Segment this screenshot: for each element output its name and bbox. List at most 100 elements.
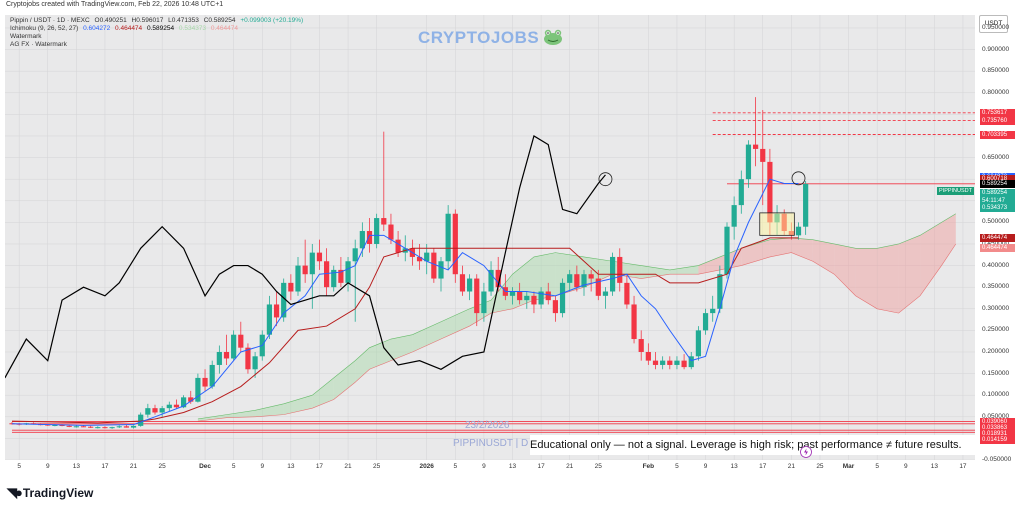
candle-body bbox=[266, 304, 272, 335]
candle-body bbox=[66, 425, 72, 427]
ichimoku-cloud-segment bbox=[877, 243, 899, 314]
candle-body bbox=[495, 269, 501, 288]
candle-body bbox=[652, 360, 659, 365]
watermark-legend-row[interactable]: Watermark bbox=[10, 33, 42, 40]
candle-body bbox=[467, 278, 473, 292]
tradingview-logo-text: TradingView bbox=[22, 486, 94, 500]
candle-body bbox=[223, 351, 230, 359]
agfx-legend-row[interactable]: AG FX · Watermark bbox=[10, 41, 67, 48]
time-axis-tick: 21 bbox=[787, 463, 795, 470]
time-axis-tick: 5 bbox=[231, 463, 236, 470]
currency-selector[interactable]: USDT bbox=[979, 15, 1008, 33]
candle-body bbox=[595, 278, 601, 296]
candle-body bbox=[331, 269, 337, 288]
price-chart[interactable] bbox=[5, 15, 975, 460]
time-axis-tick: 2026 bbox=[419, 463, 434, 470]
time-axis-tick: 17 bbox=[315, 463, 324, 470]
candle-body bbox=[173, 404, 180, 408]
ichimoku-cloud-segment bbox=[491, 274, 513, 314]
time-axis-tick: 17 bbox=[959, 463, 967, 470]
symbol-badge: PIPPINUSDT bbox=[937, 187, 975, 195]
candle-body bbox=[631, 304, 637, 340]
candle-body bbox=[388, 224, 394, 240]
time-axis-tick: 17 bbox=[537, 463, 545, 470]
symbol-line: Pippin / USDT · 1D · MEXC bbox=[10, 17, 90, 24]
ichimoku-cloud-segment bbox=[355, 347, 370, 383]
price-badge: 0.039060 bbox=[980, 417, 1015, 426]
candle-body bbox=[109, 427, 115, 429]
time-axis-tick: Mar bbox=[842, 463, 855, 470]
price-badge: 0.735760 bbox=[980, 116, 1015, 125]
ichimoku-label: Ichimoku (9, 26, 52, 27) bbox=[10, 25, 79, 32]
candle-body bbox=[88, 426, 94, 428]
candle-body bbox=[209, 364, 215, 387]
candle-body bbox=[588, 274, 594, 279]
price-axis-tick: 0.800000 bbox=[982, 88, 1010, 96]
candle-body bbox=[231, 334, 237, 359]
ichimoku-cloud-segment bbox=[791, 237, 813, 262]
time-axis-tick: 21 bbox=[566, 463, 574, 470]
candle-body bbox=[731, 205, 737, 227]
ichimoku-cloud-segment bbox=[898, 235, 921, 314]
ichimoku-cloud-segment bbox=[834, 243, 856, 296]
candle-body bbox=[674, 360, 680, 365]
price-axis-tick: 0.250000 bbox=[982, 326, 1010, 334]
candle-body bbox=[481, 291, 487, 314]
time-axis-tick: 13 bbox=[287, 463, 295, 470]
candle-body bbox=[245, 347, 251, 370]
ichimoku-cloud-segment bbox=[698, 256, 720, 275]
price-axis-tick: 0.350000 bbox=[982, 283, 1010, 291]
tradingview-logo[interactable]: ◥● TradingView bbox=[7, 485, 93, 501]
chart-legend: Pippin / USDT · 1D · MEXC O0.490251 H0.5… bbox=[10, 17, 303, 49]
candle-body bbox=[638, 339, 644, 352]
candle-body bbox=[617, 256, 623, 283]
time-axis-tick: 9 bbox=[260, 463, 265, 470]
candle-body bbox=[795, 226, 802, 236]
watermark-symbol: PIPPINUSDT | D bbox=[453, 438, 529, 449]
annotation-circle bbox=[598, 172, 613, 187]
ichimoku-legend-row[interactable]: Ichimoku (9, 26, 52, 27) 0.604272 0.4644… bbox=[10, 25, 303, 33]
candle-body bbox=[567, 274, 573, 283]
candle-body bbox=[302, 265, 308, 275]
time-axis-tick: 17 bbox=[101, 463, 109, 470]
candle-body bbox=[459, 274, 466, 292]
time-axis-tick: 21 bbox=[129, 463, 138, 470]
time-axis-tick: 13 bbox=[930, 463, 938, 470]
ichimoku-cloud-segment bbox=[812, 239, 835, 275]
ichimoku-cloud-segment bbox=[255, 403, 284, 417]
candle-body bbox=[724, 226, 730, 275]
candle-body bbox=[80, 426, 87, 428]
candle-body bbox=[252, 356, 258, 370]
candle-body bbox=[159, 408, 165, 413]
candle-body bbox=[359, 231, 365, 249]
price-axis-tick: 0.200000 bbox=[982, 347, 1010, 355]
lightning-icon[interactable] bbox=[800, 446, 812, 458]
price-badge: 54:11:47 bbox=[980, 196, 1015, 205]
price-axis-tick: 0.300000 bbox=[982, 304, 1010, 312]
ichimoku-kijun-value: 0.464474 bbox=[115, 25, 143, 32]
candle-body bbox=[574, 274, 580, 288]
time-axis-tick: 13 bbox=[72, 463, 80, 470]
time-axis-tick: 5 bbox=[453, 463, 458, 470]
ichimoku-tenkan-line bbox=[11, 178, 799, 426]
symbol-legend-row[interactable]: Pippin / USDT · 1D · MEXC O0.490251 H0.5… bbox=[10, 17, 303, 25]
candle-body bbox=[509, 291, 516, 296]
candle-body bbox=[195, 377, 201, 402]
candle-body bbox=[745, 144, 752, 180]
candle-body bbox=[381, 218, 387, 225]
ichimoku-cloud-segment bbox=[312, 377, 334, 409]
price-axis-tick: -0.050000 bbox=[982, 456, 1012, 463]
time-axis-tick: 25 bbox=[594, 463, 602, 470]
candle-body bbox=[73, 426, 79, 428]
ichimoku-cloud-segment bbox=[719, 248, 742, 270]
candle-body bbox=[524, 295, 530, 301]
ichimoku-cloud-segment bbox=[469, 300, 492, 327]
candle-body bbox=[452, 213, 458, 275]
chart-plot-area[interactable] bbox=[5, 15, 975, 460]
candle-body bbox=[295, 265, 301, 292]
annotation-circle bbox=[791, 171, 806, 186]
candle-body bbox=[552, 300, 558, 314]
candle-body bbox=[309, 252, 315, 275]
candle-body bbox=[345, 261, 351, 283]
candle-body bbox=[667, 360, 673, 365]
